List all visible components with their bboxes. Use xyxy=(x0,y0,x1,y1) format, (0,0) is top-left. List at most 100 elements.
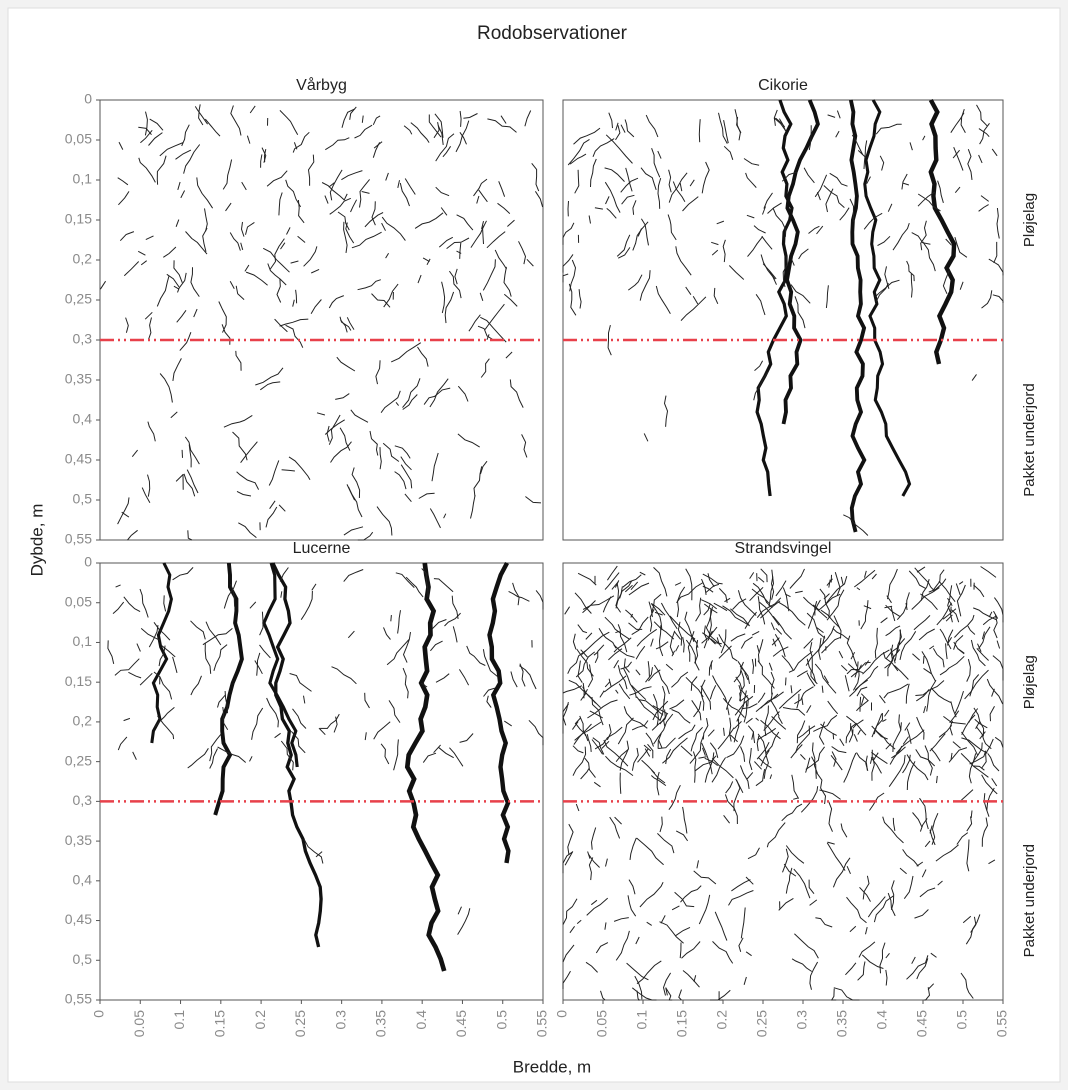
root-thin xyxy=(631,685,647,701)
root-thin xyxy=(956,832,969,845)
root-thin xyxy=(483,687,496,697)
root-thin xyxy=(747,236,764,257)
root-thin xyxy=(660,915,666,924)
root-thin xyxy=(710,635,722,648)
root-thin xyxy=(906,955,929,980)
root-thin xyxy=(285,324,304,348)
root-thin xyxy=(442,146,452,158)
root-thin xyxy=(587,699,618,719)
root-thin xyxy=(701,161,710,194)
root-thin xyxy=(826,842,846,871)
root-thin xyxy=(373,721,391,740)
root-thin xyxy=(882,816,904,844)
root-thin xyxy=(394,471,407,490)
root-thin xyxy=(825,285,829,309)
root-thin xyxy=(920,579,930,601)
root-thin xyxy=(635,669,641,676)
root-thick xyxy=(487,561,511,864)
root-thin xyxy=(636,990,641,1001)
root-thin xyxy=(966,658,971,682)
root-thin xyxy=(745,172,757,188)
root-thin xyxy=(359,179,370,208)
root-thin xyxy=(578,289,582,309)
root-thin xyxy=(650,775,667,787)
root-thin xyxy=(912,653,921,661)
root-thin xyxy=(245,221,255,235)
panel-title: Vårbyg xyxy=(296,76,347,94)
root-thin xyxy=(631,987,657,1001)
root-thin xyxy=(728,265,745,280)
root-thin xyxy=(241,181,247,191)
root-thin xyxy=(807,599,821,629)
root-thick xyxy=(928,98,957,365)
root-thin xyxy=(704,752,715,783)
root-thin xyxy=(381,222,386,231)
root-thin xyxy=(329,197,352,215)
root-thin xyxy=(873,713,883,735)
root-thin xyxy=(433,122,440,139)
root-thin xyxy=(816,627,824,634)
root-thin xyxy=(650,638,654,647)
root-thin xyxy=(482,649,498,677)
root-thick xyxy=(213,562,244,816)
root-thin xyxy=(833,987,860,1001)
root-thin xyxy=(766,822,786,848)
root-thin xyxy=(667,214,677,241)
root-thin xyxy=(679,942,682,959)
root-thin xyxy=(891,746,906,759)
root-thin xyxy=(831,746,847,754)
root-thin xyxy=(321,182,345,201)
root-thin xyxy=(604,167,625,182)
root-thin xyxy=(685,676,704,698)
root-thin xyxy=(279,110,299,135)
root-thin xyxy=(580,649,588,658)
root-thin xyxy=(582,686,601,709)
root-thin xyxy=(709,685,717,700)
root-thin xyxy=(414,212,444,229)
root-thin xyxy=(818,637,822,660)
root-drawing xyxy=(562,565,1004,1001)
root-thin xyxy=(830,988,837,1001)
root-thin xyxy=(372,142,381,158)
root-thin xyxy=(754,360,764,371)
root-thin xyxy=(245,271,268,286)
root-thin xyxy=(402,632,411,663)
root-thin xyxy=(818,721,825,745)
root-thin xyxy=(931,813,939,845)
root-thin xyxy=(716,220,725,225)
root-thin xyxy=(838,650,844,659)
root-thin xyxy=(562,222,575,245)
root-thin xyxy=(328,295,344,309)
root-thin xyxy=(785,867,793,894)
root-thin xyxy=(768,271,776,280)
root-thin xyxy=(459,242,462,259)
y-tick-label: 0,1 xyxy=(73,171,93,187)
root-thin xyxy=(148,132,163,146)
root-thin xyxy=(457,433,480,448)
root-thin xyxy=(926,680,937,712)
root-thin xyxy=(623,668,637,698)
root-thin xyxy=(733,780,741,812)
root-thin xyxy=(754,761,762,770)
root-thin xyxy=(218,301,227,333)
root-thin xyxy=(777,716,783,725)
root-thin xyxy=(988,258,1004,276)
root-thin xyxy=(987,753,1000,772)
root-thin xyxy=(341,108,356,128)
root-thin xyxy=(846,896,867,924)
root-thin xyxy=(669,630,676,655)
root-thin xyxy=(893,664,909,680)
root-thin xyxy=(737,590,757,616)
root-thin xyxy=(145,235,154,241)
root-thin xyxy=(770,622,775,631)
root-thin xyxy=(420,682,428,688)
root-thin xyxy=(575,651,596,678)
x-tick-label: 0.05 xyxy=(594,1010,610,1037)
root-thin xyxy=(717,727,735,750)
root-thin xyxy=(222,159,233,190)
root-thin xyxy=(572,745,584,754)
root-thin xyxy=(840,823,848,838)
root-thin xyxy=(689,179,695,187)
root-thin xyxy=(175,219,180,227)
root-thin xyxy=(976,648,989,661)
